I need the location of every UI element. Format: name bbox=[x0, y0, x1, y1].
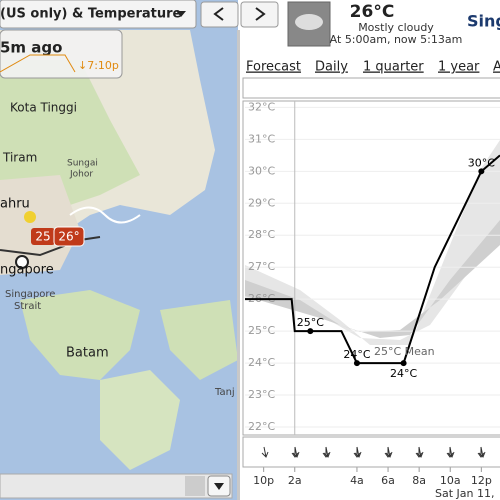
wind-arrow bbox=[447, 446, 455, 458]
x-tick-label: 2a bbox=[288, 474, 302, 487]
value-label: 24°C bbox=[390, 367, 417, 380]
scroll-thumb[interactable] bbox=[185, 476, 205, 496]
condition-text: Mostly cloudy bbox=[358, 21, 434, 34]
station-badge[interactable] bbox=[31, 228, 55, 245]
x-tick-label: 4a bbox=[350, 474, 364, 487]
date-label: Sat Jan 11, bbox=[435, 487, 494, 500]
map-label: ahru bbox=[0, 197, 30, 212]
wind-arrow bbox=[292, 446, 300, 458]
tab[interactable]: 1 quarter bbox=[363, 60, 424, 75]
range-band bbox=[245, 140, 500, 345]
map-label: Kota Tinggi bbox=[10, 101, 77, 115]
map-label: ngapore bbox=[0, 263, 54, 278]
dropdown-icon bbox=[176, 11, 186, 17]
x-tick-label: 6a bbox=[381, 474, 395, 487]
mean-band bbox=[245, 220, 500, 338]
location: Sing bbox=[467, 12, 500, 31]
timeline bbox=[0, 54, 76, 73]
current-temp: 26°C bbox=[350, 2, 395, 22]
tab[interactable]: Forecast bbox=[246, 60, 301, 75]
y-tick-label: 25°C bbox=[248, 324, 275, 337]
prev-button[interactable] bbox=[200, 1, 239, 28]
layer-select[interactable] bbox=[0, 0, 197, 29]
point bbox=[353, 360, 360, 367]
prev-icon bbox=[213, 7, 224, 21]
value-label: 25°C bbox=[297, 316, 324, 329]
map-label: Johor bbox=[69, 170, 93, 180]
y-tick-label: 30°C bbox=[248, 164, 275, 177]
value-label: 24°C bbox=[343, 348, 370, 361]
wind-icons bbox=[261, 446, 486, 458]
island bbox=[100, 370, 180, 470]
y-tick-label: 28°C bbox=[248, 228, 275, 241]
tab[interactable]: 1 year bbox=[438, 60, 480, 75]
island bbox=[20, 290, 140, 380]
map-label: Tiram bbox=[2, 151, 37, 165]
chart: 22°C23°C24°C25°C26°C27°C28°C29°C30°C31°C… bbox=[245, 100, 500, 500]
wind-arrow bbox=[354, 446, 362, 458]
track bbox=[0, 236, 101, 257]
map-time: ↓7:10p bbox=[78, 59, 119, 72]
y-tick-label: 27°C bbox=[248, 260, 275, 273]
point bbox=[478, 168, 485, 175]
map: Kota Tinggi Tiram Sungai Johor ahru ngap… bbox=[0, 0, 238, 500]
temperature-line bbox=[245, 154, 500, 365]
point bbox=[307, 328, 314, 335]
wind-arrow bbox=[261, 446, 269, 458]
point bbox=[400, 360, 407, 367]
map-age: 5m ago bbox=[0, 39, 62, 57]
station-marker bbox=[15, 255, 29, 269]
map-label: Singapore bbox=[5, 289, 55, 300]
info-bar bbox=[242, 77, 500, 99]
map-label: Tanj bbox=[214, 387, 235, 398]
map-label: Sungai bbox=[67, 159, 98, 169]
wind-arrow bbox=[478, 446, 486, 458]
map-label: Batam bbox=[66, 346, 109, 361]
y-tick-label: 31°C bbox=[248, 132, 275, 145]
wind-arrow bbox=[385, 446, 393, 458]
x-tick-label: 12p bbox=[471, 474, 492, 487]
tabs: Forecast Daily 1 quarter 1 year A bbox=[246, 60, 500, 75]
route bbox=[69, 206, 141, 224]
island bbox=[160, 300, 238, 380]
mean-label: 25°C Mean bbox=[374, 345, 435, 358]
cloud-icon bbox=[295, 14, 323, 30]
y-tick-label: 22°C bbox=[248, 420, 275, 433]
x-tick-label: 10a bbox=[440, 474, 461, 487]
y-tick-label: 23°C bbox=[248, 388, 275, 401]
wind-row bbox=[242, 436, 500, 468]
y-tick-label: 29°C bbox=[248, 196, 275, 209]
tab[interactable]: Daily bbox=[315, 60, 348, 75]
layer-select-text: (US only) & Temperature bbox=[0, 7, 182, 22]
arrow-icon bbox=[214, 483, 224, 490]
wind-arrow bbox=[416, 446, 424, 458]
divider bbox=[237, 30, 240, 500]
wind-arrow bbox=[323, 446, 331, 458]
sun-marker bbox=[24, 211, 36, 223]
x-tick-label: 10p bbox=[253, 474, 274, 487]
station-value: 26° bbox=[58, 230, 79, 244]
station-value: 25 bbox=[35, 230, 50, 244]
next-button[interactable] bbox=[240, 1, 279, 28]
station-badge[interactable] bbox=[53, 226, 85, 247]
city bbox=[0, 175, 80, 275]
map-label: Strait bbox=[14, 301, 41, 312]
next-icon bbox=[255, 7, 266, 21]
value-label: 30°C bbox=[468, 156, 495, 169]
time-panel bbox=[0, 29, 123, 79]
tab[interactable]: A bbox=[493, 60, 500, 75]
observed-time: At 5:00am, now 5:13am bbox=[330, 33, 463, 46]
y-tick-label: 32°C bbox=[248, 100, 275, 113]
y-tick-label: 24°C bbox=[248, 356, 275, 369]
x-tick-label: 8a bbox=[412, 474, 426, 487]
